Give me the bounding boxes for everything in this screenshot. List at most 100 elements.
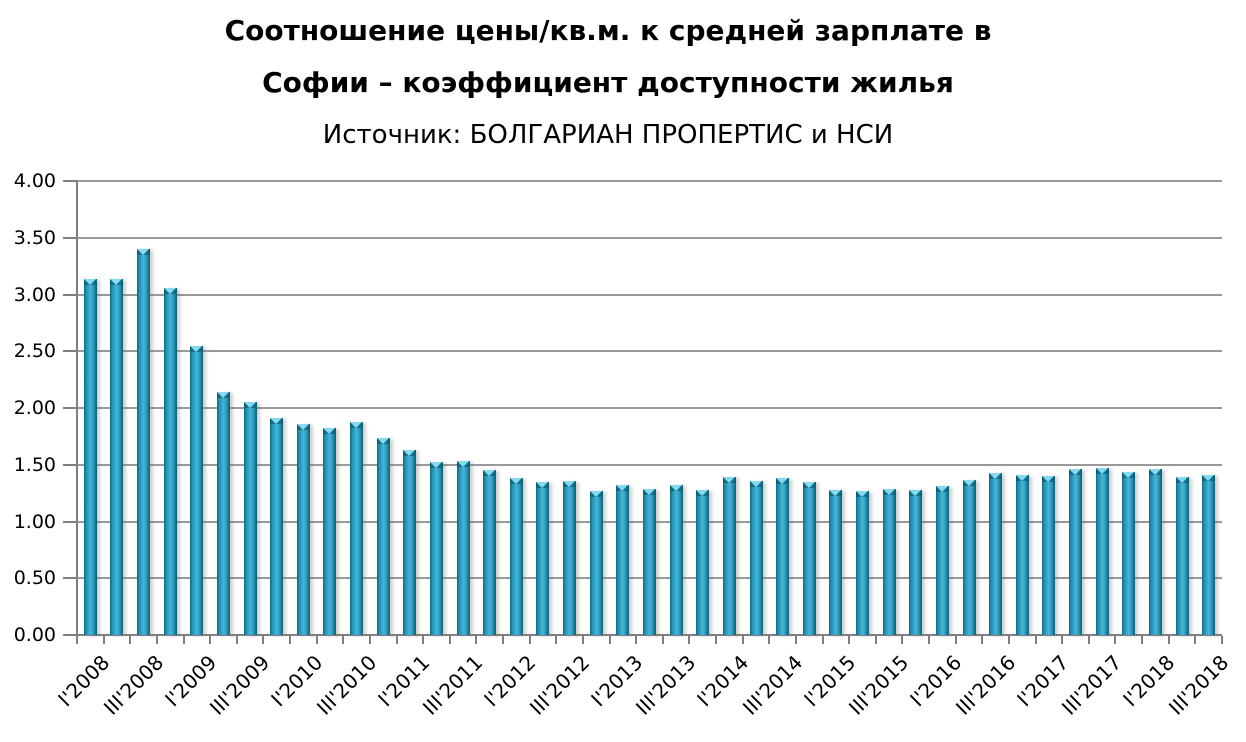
bar-top-cap [1122, 471, 1136, 478]
bar-top-cap [829, 489, 843, 496]
bar-top-cap [429, 462, 443, 469]
bar-top-cap [1175, 477, 1189, 484]
bar-top-highlight [456, 461, 469, 468]
bar-top-highlight [616, 485, 629, 492]
bar [110, 278, 124, 635]
bar-top-highlight [856, 490, 869, 497]
y-axis-tick [63, 350, 78, 353]
gridline [77, 293, 1222, 296]
x-axis-tick [1114, 636, 1117, 644]
x-axis-tick [1034, 636, 1037, 644]
x-axis-tick [1221, 636, 1223, 644]
y-axis-line [76, 181, 78, 637]
bar-top-highlight [1175, 477, 1188, 484]
x-axis-tick [475, 636, 478, 644]
gridline [77, 180, 1222, 182]
x-axis-tick [1167, 636, 1170, 644]
bar [243, 402, 257, 635]
bar [1202, 474, 1216, 635]
x-axis-tick [981, 636, 984, 644]
bar [137, 249, 151, 635]
x-axis-tick [528, 636, 531, 644]
bar-top-highlight [643, 488, 655, 495]
bar-top-highlight [669, 485, 682, 492]
y-axis-tick [63, 236, 78, 239]
bar-top-cap [456, 461, 470, 468]
bar-top-highlight [696, 489, 709, 496]
bar [776, 478, 790, 635]
bar-top-cap [1148, 469, 1162, 476]
x-axis-tick [502, 636, 505, 644]
bar [163, 287, 177, 635]
bar-top-cap [935, 486, 949, 493]
chart-source-line: Источник: БОЛГАРИАН ПРОПЕРТИС и НСИ [322, 120, 894, 150]
bar-top-highlight [1122, 471, 1135, 478]
x-axis-tick [901, 636, 904, 644]
gridline [77, 407, 1222, 409]
bar [882, 488, 896, 635]
bar [1175, 477, 1189, 635]
bar-top-highlight [1042, 476, 1055, 483]
bar-top-cap [616, 485, 630, 492]
x-axis-tick [448, 636, 451, 644]
y-axis-label: 4.00 [13, 170, 56, 192]
bar-top-cap [589, 490, 603, 497]
bar [856, 490, 870, 635]
chart-title-line1: Соотношение цены/кв.м. к средней зарплат… [224, 14, 992, 47]
y-axis-tick [63, 577, 78, 580]
bar-top-highlight [589, 490, 602, 497]
bar-top-highlight [137, 249, 150, 256]
bar [536, 481, 550, 635]
x-axis-tick [209, 636, 212, 644]
x-axis-tick [1007, 636, 1010, 644]
bar-top-highlight [376, 437, 389, 444]
y-axis-label: 0.50 [13, 567, 56, 590]
bar-top-cap [509, 478, 523, 485]
bar-top-cap [83, 278, 97, 285]
bar [429, 462, 443, 635]
bar-top-highlight [802, 481, 815, 488]
bar-top-highlight [296, 423, 309, 430]
bar [509, 478, 523, 635]
bar-top-cap [137, 249, 151, 256]
bar-top-highlight [270, 418, 283, 425]
bar [616, 485, 630, 635]
bar-top-highlight [350, 421, 363, 428]
x-axis-tick [422, 636, 425, 644]
x-axis-tick [395, 636, 398, 644]
x-axis-tick [581, 636, 584, 644]
bar-top-cap [350, 421, 364, 428]
bar-top-cap [323, 428, 337, 435]
x-axis-tick [235, 636, 238, 644]
bar-top-highlight [749, 480, 762, 487]
bar-top-cap [643, 488, 656, 495]
bar [749, 480, 763, 635]
x-axis-tick [1194, 636, 1197, 644]
bar-top-highlight [909, 489, 922, 496]
bar-top-cap [190, 345, 204, 352]
bar [563, 480, 577, 635]
bar [1015, 474, 1029, 635]
x-axis-tick [155, 636, 158, 644]
bar-top-cap [270, 418, 284, 425]
bar-top-cap [403, 449, 417, 456]
y-axis-label: 1.00 [13, 510, 56, 533]
y-axis-label: 0.00 [13, 624, 56, 646]
x-axis-tick [954, 636, 957, 644]
x-axis-tick [1087, 636, 1090, 644]
bar-top-cap [749, 480, 763, 487]
bar-top-cap [483, 470, 497, 477]
bar-top-highlight [1015, 474, 1028, 481]
bar-top-highlight [509, 478, 522, 485]
bar-top-highlight [563, 480, 576, 487]
bar-top-cap [802, 481, 816, 488]
bar-top-highlight [110, 278, 123, 285]
bar [802, 481, 816, 635]
bar-top-cap [856, 490, 870, 497]
x-axis-tick [102, 636, 105, 644]
x-axis-tick [715, 636, 718, 644]
bar-top-cap [696, 489, 710, 496]
bar-top-highlight [776, 478, 789, 485]
bar-top-cap [962, 479, 976, 486]
bar-top-cap [1069, 469, 1083, 476]
